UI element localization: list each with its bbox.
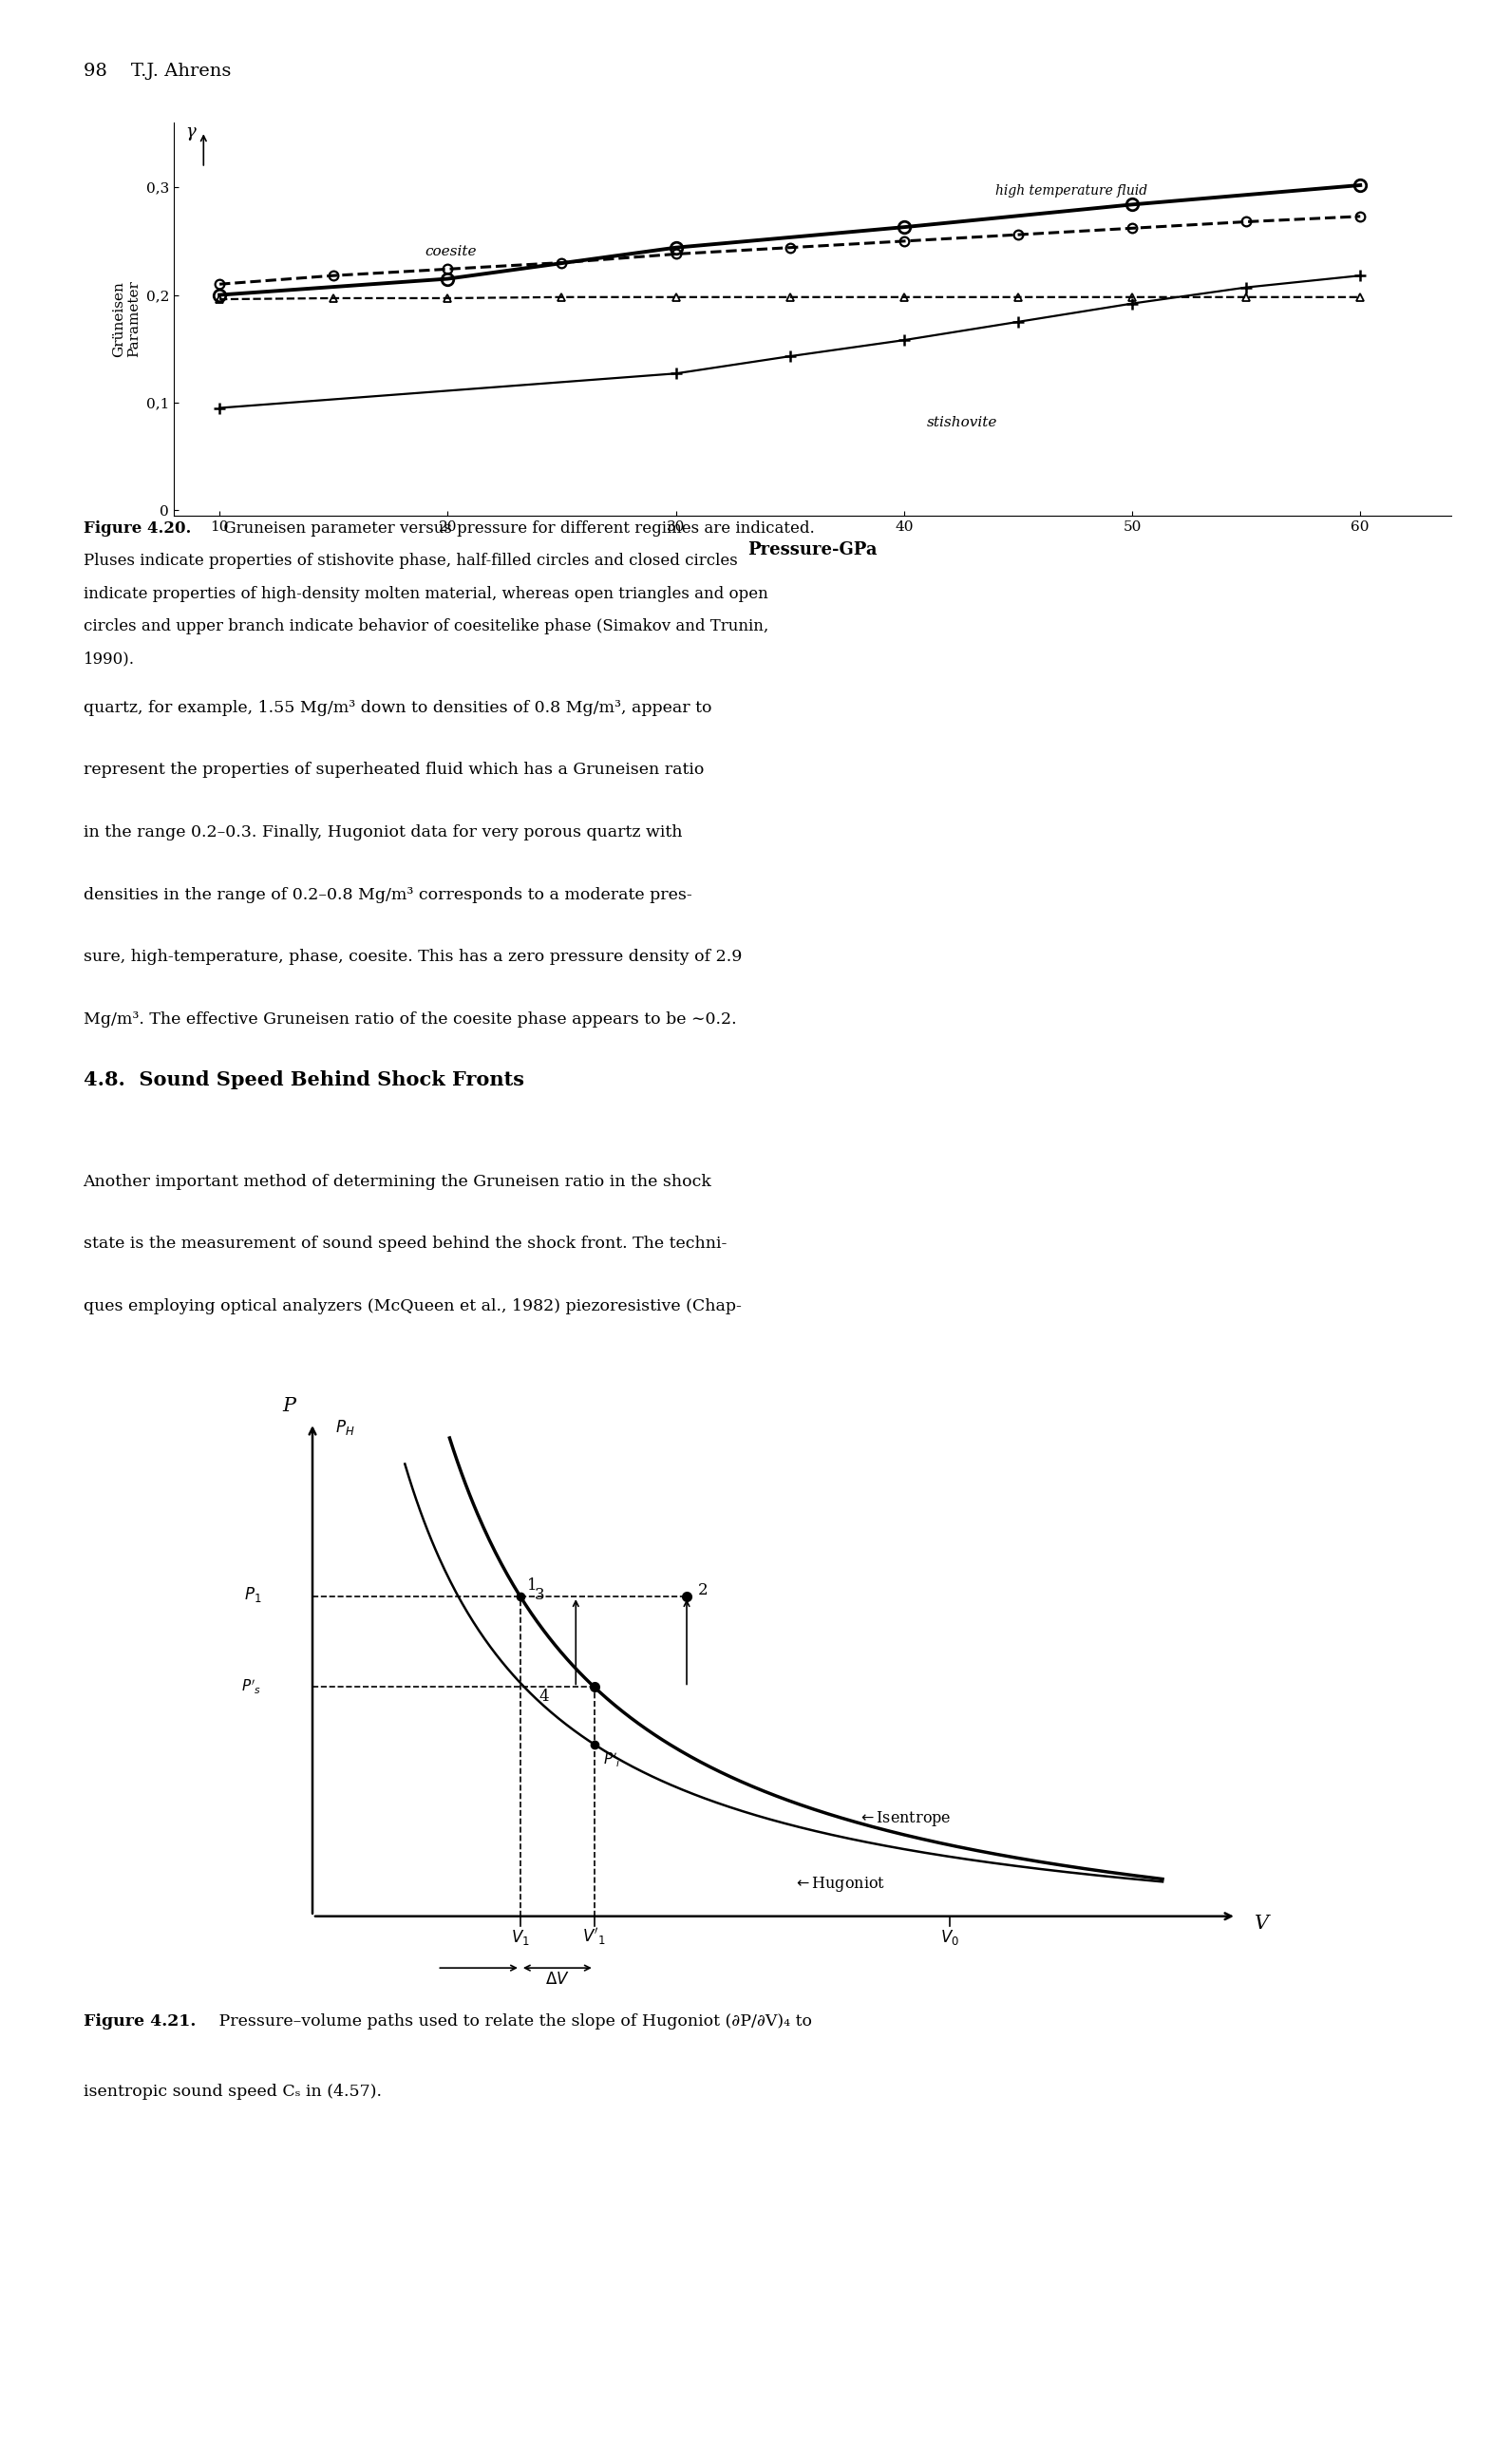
Text: $V_1$: $V_1$ (511, 1927, 529, 1947)
Text: $V'_1$: $V'_1$ (582, 1927, 606, 1947)
Y-axis label: Grüneisen
Parameter: Grüneisen Parameter (112, 280, 141, 358)
Text: in the range 0.2–0.3. Finally, Hugoniot data for very porous quartz with: in the range 0.2–0.3. Finally, Hugoniot … (83, 825, 682, 840)
Text: high temperature fluid: high temperature fluid (995, 184, 1148, 199)
Text: $\Delta V$: $\Delta V$ (546, 1971, 570, 1989)
Text: isentropic sound speed Cₛ in (4.57).: isentropic sound speed Cₛ in (4.57). (83, 2084, 381, 2099)
Text: 4.8.  Sound Speed Behind Shock Fronts: 4.8. Sound Speed Behind Shock Fronts (83, 1070, 523, 1090)
Text: Mg/m³. The effective Gruneisen ratio of the coesite phase appears to be ∼0.2.: Mg/m³. The effective Gruneisen ratio of … (83, 1011, 736, 1026)
Text: γ: γ (186, 123, 195, 140)
Text: $\leftarrow$Hugoniot: $\leftarrow$Hugoniot (792, 1876, 886, 1893)
Text: $\leftarrow$Isentrope: $\leftarrow$Isentrope (857, 1809, 951, 1829)
Text: V: V (1255, 1915, 1270, 1932)
Text: $V_0$: $V_0$ (940, 1927, 960, 1947)
Text: $P'_i$: $P'_i$ (603, 1750, 621, 1770)
Text: state is the measurement of sound speed behind the shock front. The techni-: state is the measurement of sound speed … (83, 1235, 726, 1252)
Text: densities in the range of 0.2–0.8 Mg/m³ corresponds to a moderate pres-: densities in the range of 0.2–0.8 Mg/m³ … (83, 886, 691, 903)
Text: 1: 1 (526, 1576, 537, 1593)
Text: Pressure–volume paths used to relate the slope of Hugoniot (∂P/∂V)₄ to: Pressure–volume paths used to relate the… (213, 2013, 812, 2030)
Text: 3: 3 (534, 1586, 544, 1603)
Text: Gruneisen parameter versus pressure for different regimes are indicated.: Gruneisen parameter versus pressure for … (213, 520, 815, 538)
Text: 1990).: 1990). (83, 651, 135, 668)
Text: sure, high-temperature, phase, coesite. This has a zero pressure density of 2.9: sure, high-temperature, phase, coesite. … (83, 950, 742, 965)
Text: $P'_s$: $P'_s$ (242, 1677, 262, 1696)
Text: represent the properties of superheated fluid which has a Gruneisen ratio: represent the properties of superheated … (83, 761, 703, 778)
Text: 98    T.J. Ahrens: 98 T.J. Ahrens (83, 64, 231, 79)
Text: $P_H$: $P_H$ (336, 1419, 355, 1436)
Text: circles and upper branch indicate behavior of coesitelike phase (Simakov and Tru: circles and upper branch indicate behavi… (83, 619, 768, 633)
Text: Figure 4.21.: Figure 4.21. (83, 2013, 195, 2030)
Text: Another important method of determining the Gruneisen ratio in the shock: Another important method of determining … (83, 1173, 712, 1191)
Text: P: P (283, 1397, 296, 1414)
Text: stishovite: stishovite (927, 415, 998, 430)
Text: coesite: coesite (425, 246, 476, 258)
Text: 4: 4 (538, 1689, 549, 1704)
Text: Pluses indicate properties of stishovite phase, half-filled circles and closed c: Pluses indicate properties of stishovite… (83, 552, 738, 570)
Text: ques employing optical analyzers (McQueen et al., 1982) piezoresistive (Chap-: ques employing optical analyzers (McQuee… (83, 1299, 741, 1313)
Text: Figure 4.20.: Figure 4.20. (83, 520, 191, 538)
X-axis label: Pressure-GPa: Pressure-GPa (748, 543, 877, 557)
Text: indicate properties of high-density molten material, whereas open triangles and : indicate properties of high-density molt… (83, 587, 768, 601)
Text: $P_1$: $P_1$ (243, 1586, 262, 1603)
Text: quartz, for example, 1.55 Mg/m³ down to densities of 0.8 Mg/m³, appear to: quartz, for example, 1.55 Mg/m³ down to … (83, 700, 712, 717)
Text: 2: 2 (699, 1581, 708, 1598)
